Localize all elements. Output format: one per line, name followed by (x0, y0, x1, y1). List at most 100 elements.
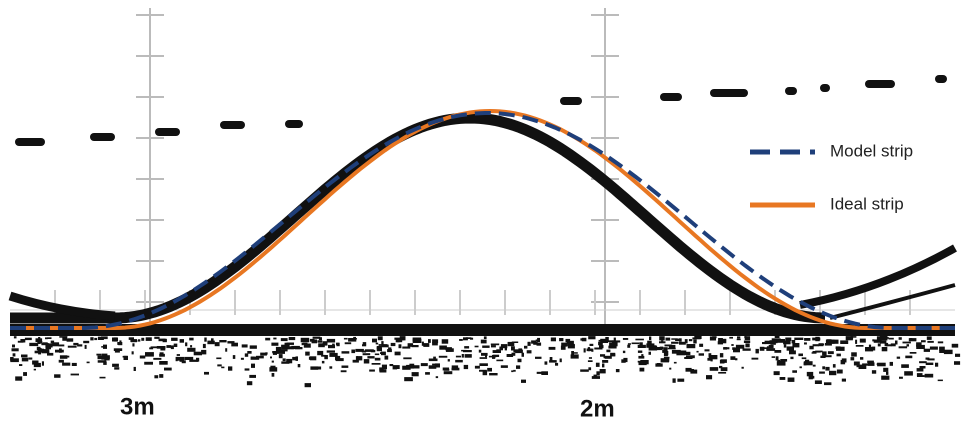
scan-noise (45, 343, 53, 348)
scan-noise (193, 351, 202, 356)
scan-noise (822, 366, 826, 370)
scan-noise (798, 353, 803, 357)
scan-noise (295, 356, 298, 361)
scan-noise (787, 348, 791, 351)
scan-noise (648, 351, 651, 355)
scan-noise (479, 357, 488, 359)
scan-noise (294, 347, 303, 350)
scan-noise (227, 341, 235, 344)
scan-noise (139, 355, 146, 359)
scan-noise (886, 371, 889, 375)
scan-noise (318, 343, 325, 348)
scan-noise (736, 345, 740, 348)
scan-noise (560, 345, 566, 350)
scan-noise (432, 342, 438, 346)
scan-noise (240, 357, 244, 360)
scan-noise (895, 340, 898, 345)
scan-noise (744, 336, 751, 341)
scan-noise (410, 365, 420, 369)
scan-noise (879, 336, 888, 341)
scan-noise (104, 357, 110, 361)
scan-noise (421, 341, 424, 346)
scan-noise (363, 359, 370, 364)
scan-noise (284, 343, 290, 346)
scan-noise (775, 356, 779, 361)
scan-noise (627, 344, 631, 348)
scan-noise (231, 342, 238, 347)
scan-noise (189, 359, 199, 362)
scan-noise (380, 352, 384, 354)
scan-noise (671, 338, 678, 340)
scan-strip (8, 291, 116, 321)
scan-noise (855, 339, 858, 344)
scan-noise (518, 348, 523, 353)
scan-noise (588, 336, 596, 340)
scan-noise (921, 340, 926, 343)
scan-noise (138, 339, 141, 342)
scan-noise (935, 362, 939, 367)
scan-noise (251, 356, 255, 359)
scan-noise (602, 363, 605, 368)
scan-band (10, 324, 955, 336)
scan-noise (791, 340, 796, 344)
scan-noise (925, 362, 934, 365)
scan-noise (571, 352, 578, 354)
scan-noise (708, 353, 712, 357)
scan-noise (47, 337, 52, 339)
scan-noise (297, 364, 301, 368)
scan-noise (270, 365, 276, 369)
scan-noise (432, 363, 436, 366)
scan-noise (379, 367, 384, 372)
scan-noise (332, 343, 335, 346)
scan-noise (221, 366, 225, 369)
scan-noise (269, 367, 278, 372)
scan-noise (270, 356, 272, 359)
scan-noise (855, 345, 864, 347)
scan-noise (803, 361, 813, 366)
scan-noise (461, 354, 464, 358)
scan-noise (812, 337, 821, 341)
scan-noise (719, 360, 725, 364)
scan-noise (804, 338, 811, 341)
scan-noise (256, 355, 264, 359)
scan-noise (535, 339, 540, 342)
scan-noise (407, 343, 414, 347)
scan-noise (62, 355, 70, 358)
scan-noise (443, 371, 453, 375)
scan-noise (39, 348, 44, 353)
scan-noise (275, 346, 282, 352)
scan-noise (179, 339, 184, 343)
scan-noise (886, 344, 892, 347)
scan-noise (777, 359, 781, 363)
scan-noise (15, 376, 23, 381)
scan-noise (774, 336, 780, 338)
scan-noise (823, 355, 832, 358)
scan-noise (755, 348, 759, 354)
scan-noise (637, 360, 646, 363)
scan-noise (919, 366, 926, 369)
scan-noise (937, 379, 943, 382)
scan-noise (814, 380, 822, 384)
scan-noise (517, 358, 522, 363)
scan-noise (955, 353, 961, 357)
scan-noise (637, 344, 646, 348)
scan-noise (904, 371, 913, 376)
scan-noise (341, 365, 349, 368)
scan-noise (649, 336, 652, 341)
scan-noise (731, 344, 734, 346)
scan-noise (159, 361, 168, 365)
scan-noise (571, 351, 574, 356)
scan-noise (41, 343, 49, 346)
scan-noise (567, 344, 575, 349)
scan-noise (608, 345, 617, 349)
scan-noise (24, 337, 32, 341)
scan-noise (867, 360, 874, 364)
scan-noise (387, 349, 392, 353)
scan-noise (97, 336, 104, 340)
scan-noise (663, 351, 668, 357)
scan-noise (362, 353, 371, 356)
scan-noise (324, 355, 328, 360)
scan-noise (321, 360, 325, 364)
scan-noise (133, 366, 136, 371)
scan-noise (474, 345, 479, 348)
